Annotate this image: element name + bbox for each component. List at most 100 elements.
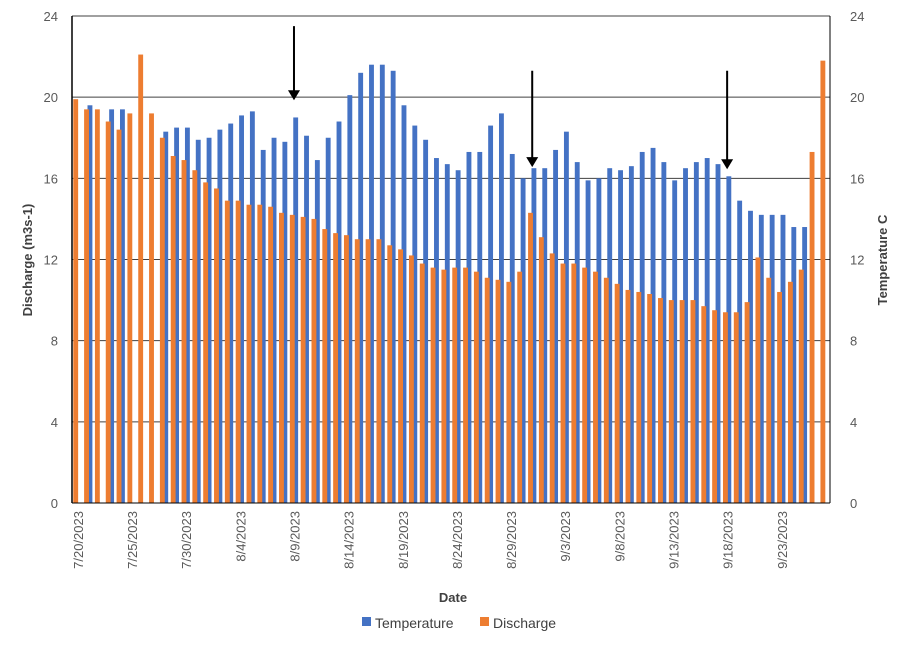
temperature-bar bbox=[444, 164, 450, 504]
temperature-bar bbox=[249, 111, 255, 503]
temperature-bar bbox=[618, 170, 623, 503]
temperature-bar bbox=[661, 162, 667, 503]
discharge-bar bbox=[463, 267, 468, 503]
y-tick-label: 12 bbox=[44, 253, 58, 268]
temperature-bar bbox=[585, 180, 591, 504]
temperature-bar bbox=[650, 147, 656, 504]
temperature-bar bbox=[726, 176, 732, 503]
discharge-bar bbox=[690, 300, 696, 503]
y2-axis-ticks: 0 4 8 12 16 20 24 bbox=[850, 9, 864, 511]
x-tick-label: 9/8/2023 bbox=[612, 511, 627, 562]
temperature-bar bbox=[455, 170, 461, 503]
discharge-bar bbox=[279, 212, 284, 503]
discharge-bar bbox=[246, 204, 252, 503]
temperature-bar bbox=[271, 137, 277, 503]
y2-tick-label: 8 bbox=[850, 334, 857, 349]
discharge-bar bbox=[408, 255, 414, 503]
temperature-bar bbox=[596, 178, 602, 504]
temperature-bar bbox=[553, 149, 559, 504]
temperature-bar bbox=[325, 137, 331, 503]
discharge-bar bbox=[473, 271, 479, 503]
discharge-bar bbox=[820, 60, 826, 504]
temperature-bar bbox=[683, 168, 688, 503]
discharge-bar bbox=[744, 302, 750, 503]
discharge-bar bbox=[289, 214, 295, 503]
temperature-bar bbox=[607, 168, 613, 503]
temperature-bar bbox=[434, 158, 439, 503]
discharge-bar bbox=[235, 200, 241, 503]
discharge-bar bbox=[181, 160, 187, 503]
x-tick-label: 9/3/2023 bbox=[558, 511, 573, 562]
temperature-bar bbox=[401, 105, 407, 504]
discharge-bar bbox=[528, 212, 533, 503]
temperature-bar bbox=[119, 109, 125, 503]
discharge-bar bbox=[430, 267, 436, 503]
discharge-bar bbox=[766, 277, 772, 503]
discharge-bar bbox=[495, 279, 501, 503]
arrow-head bbox=[287, 90, 300, 101]
temperature-bar bbox=[336, 121, 342, 504]
temperature-series bbox=[87, 64, 808, 504]
temperature-bar bbox=[423, 139, 429, 503]
x-tick-label: 9/23/2023 bbox=[775, 511, 790, 569]
discharge-bar bbox=[506, 281, 512, 503]
legend-label-discharge: Discharge bbox=[493, 615, 556, 631]
legend-swatch-temperature bbox=[362, 617, 371, 626]
y2-tick-label: 4 bbox=[850, 415, 857, 430]
discharge-bar bbox=[668, 300, 674, 503]
y-tick-label: 8 bbox=[51, 334, 58, 349]
discharge-bar bbox=[517, 271, 523, 503]
discharge-bar bbox=[127, 113, 133, 504]
discharge-bar bbox=[733, 312, 739, 503]
temperature-bar bbox=[347, 95, 353, 503]
temperature-bar bbox=[163, 131, 169, 503]
discharge-bar bbox=[73, 99, 79, 503]
temperature-bar bbox=[304, 135, 309, 504]
discharge-bar bbox=[214, 188, 219, 503]
temperature-bar bbox=[87, 105, 93, 504]
discharge-bar bbox=[560, 263, 566, 503]
discharge-bar bbox=[322, 229, 328, 503]
discharge-bar bbox=[549, 253, 555, 503]
temperature-bar bbox=[769, 214, 775, 503]
x-tick-label: 7/30/2023 bbox=[179, 511, 194, 569]
y-tick-label: 24 bbox=[44, 9, 58, 24]
temperature-bar bbox=[228, 123, 234, 503]
discharge-bar bbox=[192, 170, 198, 503]
discharge-bar bbox=[138, 54, 144, 503]
x-tick-label: 7/25/2023 bbox=[125, 511, 140, 569]
temperature-bar bbox=[488, 125, 494, 503]
discharge-bar bbox=[149, 113, 154, 504]
temperature-bar bbox=[672, 180, 678, 504]
temperature-bar bbox=[174, 127, 180, 504]
y-axis-ticks: 0 4 8 12 16 20 24 bbox=[44, 9, 58, 511]
axes bbox=[71, 16, 831, 504]
temperature-bar bbox=[780, 214, 786, 503]
discharge-bar bbox=[614, 283, 620, 503]
x-tick-label: 8/19/2023 bbox=[396, 511, 411, 569]
discharge-bar bbox=[809, 151, 815, 503]
discharge-bar bbox=[419, 263, 425, 503]
legend-label-temperature: Temperature bbox=[375, 615, 454, 631]
discharge-bar bbox=[441, 269, 447, 503]
y2-tick-label: 0 bbox=[850, 496, 857, 511]
temperature-bar bbox=[184, 127, 190, 504]
discharge-bar bbox=[224, 200, 230, 503]
discharge-bar bbox=[571, 263, 577, 503]
temperature-bar bbox=[260, 149, 266, 504]
discharge-bar bbox=[116, 129, 122, 503]
legend: Temperature Discharge bbox=[362, 615, 556, 631]
x-tick-label: 7/20/2023 bbox=[71, 511, 86, 569]
discharge-bar bbox=[268, 206, 274, 503]
discharge-bar bbox=[712, 310, 718, 503]
discharge-bar bbox=[398, 249, 404, 503]
temperature-bar bbox=[358, 72, 364, 504]
x-tick-label: 8/9/2023 bbox=[288, 511, 303, 562]
x-axis-title: Date bbox=[439, 590, 467, 605]
discharge-bar bbox=[343, 235, 349, 503]
temperature-bar bbox=[737, 200, 743, 503]
y2-axis-title: Temperature C bbox=[875, 214, 890, 305]
y2-tick-label: 24 bbox=[850, 9, 864, 24]
y2-tick-label: 12 bbox=[850, 253, 864, 268]
x-tick-label: 9/13/2023 bbox=[667, 511, 682, 569]
